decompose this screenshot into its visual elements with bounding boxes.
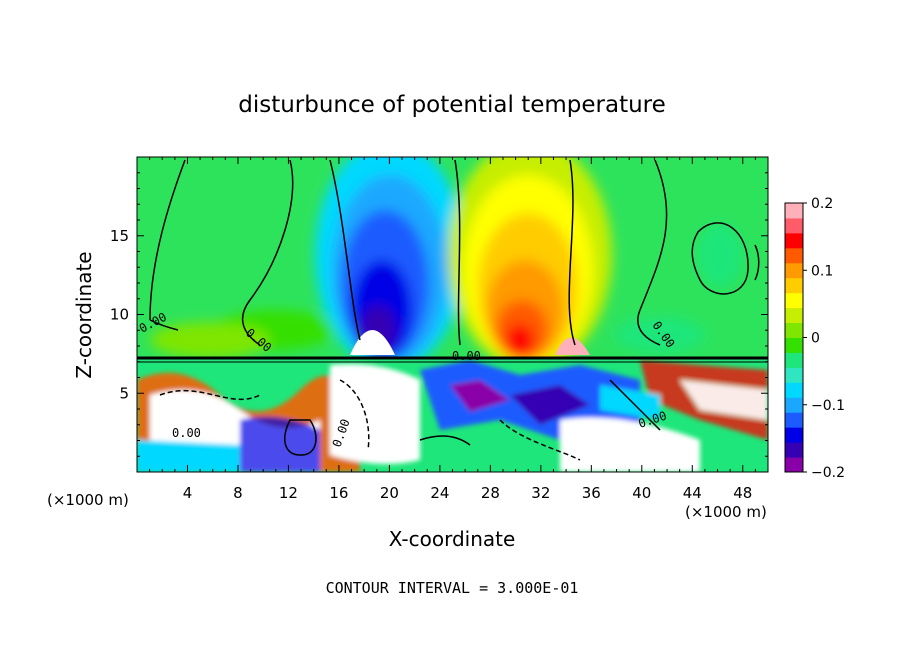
cold-core-white xyxy=(350,330,395,355)
chart-title: disturbunce of potential temperature xyxy=(238,92,666,118)
colorbar-swatch xyxy=(785,232,803,249)
colorbar-swatch xyxy=(785,427,803,443)
x-tick-label: 24 xyxy=(430,484,449,502)
lower-turbulent-layer xyxy=(137,356,768,472)
contour-lines xyxy=(149,159,760,461)
colorbar-swatch xyxy=(785,292,803,309)
y-tick-label: 10 xyxy=(110,306,129,324)
y-axis: 5 10 15 xyxy=(110,172,768,457)
colorbar-tick-label: −0.1 xyxy=(811,398,845,414)
x-tick-label: 32 xyxy=(531,484,550,502)
colorbar-swatch xyxy=(785,203,803,219)
y-tick-label: 5 xyxy=(119,384,129,402)
x-tick-label: 20 xyxy=(380,484,399,502)
x-tick-label: 12 xyxy=(279,484,298,502)
x-tick-label: 48 xyxy=(733,484,752,502)
y-axis-label: Z-coordinate xyxy=(72,251,96,378)
colorbar-tick-label: −0.2 xyxy=(811,465,845,481)
x-axis: 4 8 12 16 20 24 28 32 36 40 44 48 xyxy=(149,157,756,502)
colorbar-swatch xyxy=(785,457,803,473)
colorbar-tick-label: 0.2 xyxy=(811,196,833,212)
x-tick-label: 40 xyxy=(632,484,651,502)
upper-field xyxy=(150,157,742,370)
x-axis-label: X-coordinate xyxy=(389,527,516,551)
x-axis-unit-left: (×1000 m) xyxy=(47,491,129,509)
x-axis-unit-right: (×1000 m) xyxy=(685,503,767,521)
colorbar-swatch xyxy=(785,412,803,428)
colorbar-swatch xyxy=(785,322,803,338)
warm-core-pink xyxy=(555,337,590,355)
colorbar-swatch xyxy=(785,382,803,398)
x-tick-label: 4 xyxy=(183,484,193,502)
contour-interval-note: CONTOUR INTERVAL = 3.000E-01 xyxy=(326,579,579,597)
colorbar-swatch xyxy=(785,247,803,264)
colorbar-swatch xyxy=(785,337,803,353)
colorbar-swatch xyxy=(785,442,803,458)
contour-label: 0.00 xyxy=(172,426,201,440)
x-tick-label: 28 xyxy=(481,484,500,502)
colorbar-tick-label: 0.1 xyxy=(811,263,833,279)
x-tick-label: 44 xyxy=(683,484,702,502)
colorbar-swatch xyxy=(785,397,803,413)
x-tick-label: 36 xyxy=(582,484,601,502)
plot-area: 0.00 0.00 0.00 0.00 0.00 0.00 0.00 xyxy=(137,157,768,472)
contour-label: 0.00 xyxy=(452,349,481,363)
colorbar-swatch xyxy=(785,307,803,324)
colorbar-swatch xyxy=(785,367,803,383)
x-tick-label: 16 xyxy=(329,484,348,502)
colorbar: 0.2 0.1 0 −0.1 −0.2 xyxy=(784,196,845,481)
x-tick-label: 8 xyxy=(233,484,243,502)
colorbar-tick-label: 0 xyxy=(811,331,820,347)
colorbar-swatch xyxy=(785,217,803,234)
y-tick-label: 15 xyxy=(110,227,129,245)
colorbar-swatch xyxy=(785,352,803,368)
colorbar-swatch xyxy=(785,277,803,294)
colorbar-swatch xyxy=(785,262,803,279)
